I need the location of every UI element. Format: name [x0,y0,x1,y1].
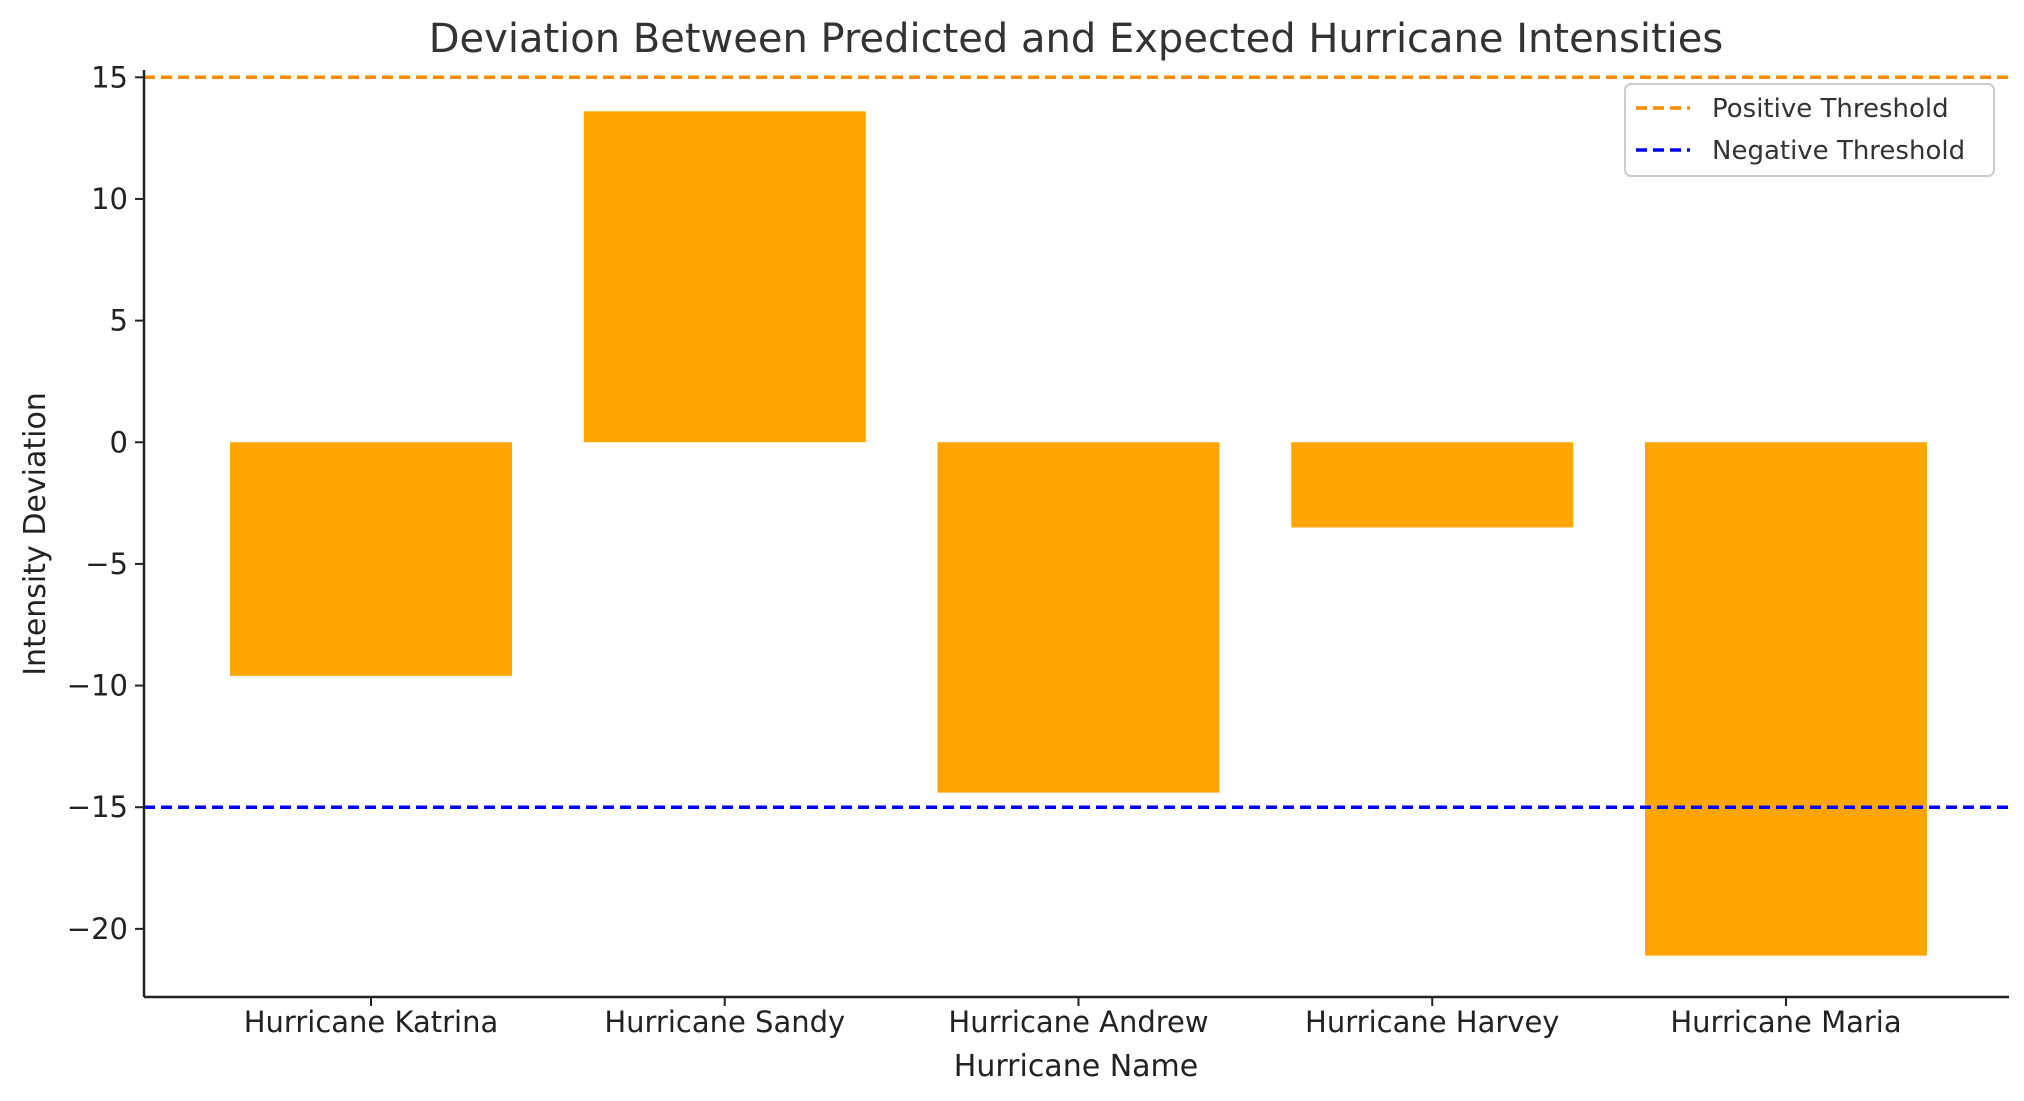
legend-negative-label: Negative Threshold [1712,136,1965,166]
legend: Positive Threshold Negative Threshold [1624,83,1995,177]
x-tick-label: Hurricane Andrew [948,1005,1208,1039]
bar-hurricane-harvey [1291,442,1574,528]
y-tick-label: 15 [91,60,128,94]
bar-hurricane-katrina [230,442,512,676]
legend-positive-label: Positive Threshold [1712,94,1949,124]
bars-group [230,111,1927,956]
legend-box [1624,83,1995,177]
y-tick-label: −20 [67,912,128,946]
x-tick-label: Hurricane Maria [1670,1005,1901,1039]
y-tick-label: −5 [85,547,128,581]
chart-title: Deviation Between Predicted and Expected… [429,16,1723,62]
x-tick-label: Hurricane Katrina [244,1005,499,1039]
y-tick-label: −10 [67,669,128,703]
bar-hurricane-sandy [583,111,866,443]
bar-hurricane-andrew [937,442,1220,793]
y-tick-label: 10 [91,182,128,216]
y-axis-label: Intensity Deviation [18,392,53,676]
x-axis-label: Hurricane Name [954,1049,1198,1084]
threshold-lines-group [144,75,2009,809]
y-tick-label: −15 [67,790,128,824]
y-tick-label: 0 [110,425,128,459]
x-ticks-group: Hurricane Katrina Hurricane Sandy Hurrican… [244,997,1902,1039]
y-ticks-group: 15 10 5 0 −5 −10 −15 −20 [67,60,144,946]
bar-hurricane-maria [1645,442,1927,956]
x-tick-label: Hurricane Sandy [604,1005,845,1039]
y-tick-label: 5 [110,304,128,338]
x-tick-label: Hurricane Harvey [1305,1005,1559,1039]
